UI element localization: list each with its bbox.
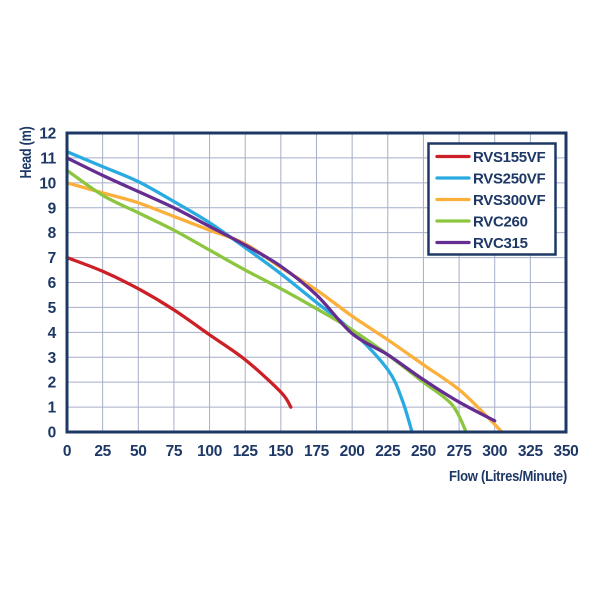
legend-item-RVC260: RVC260 — [435, 214, 528, 231]
series-curves — [65, 150, 504, 434]
y-tick-label: 12 — [39, 126, 56, 143]
y-tick-label: 5 — [48, 300, 57, 317]
series-line-RVS250VF — [65, 150, 414, 434]
legend-item-RVS155VF: RVS155VF — [435, 149, 546, 166]
x-tick-label: 0 — [63, 443, 71, 460]
y-tick-label: 7 — [48, 250, 56, 267]
legend: RVS155VF RVS250VF RVS300VF RVC260 RVC315 — [427, 142, 557, 256]
x-tick-label: 150 — [268, 443, 293, 460]
x-tick-label: 175 — [304, 443, 330, 460]
x-tick-labels: 0 25 50 75 100 125 150 175 200 225 250 275 300 325 350 — [63, 443, 579, 460]
legend-item-RVS250VF: RVS250VF — [435, 171, 546, 188]
x-tick-label: 200 — [340, 443, 365, 460]
series-line-RVC315 — [65, 156, 497, 423]
x-tick-label: 75 — [166, 443, 183, 460]
y-tick-label: 9 — [48, 200, 57, 217]
y-tick-label: 6 — [48, 275, 57, 292]
legend-item-RVC315: RVC315 — [435, 235, 528, 252]
x-tick-label: 250 — [411, 443, 436, 460]
series-line-RVC260 — [65, 168, 468, 434]
x-tick-label: 275 — [447, 443, 473, 460]
y-tick-label: 2 — [48, 375, 56, 392]
x-tick-label: 50 — [130, 443, 147, 460]
legend-label: RVS155VF — [473, 149, 546, 166]
legend-label: RVC260 — [473, 214, 528, 231]
x-tick-label: 300 — [482, 443, 507, 460]
x-tick-label: 350 — [554, 443, 579, 460]
y-tick-label: 0 — [48, 425, 56, 442]
legend-item-RVS300VF: RVS300VF — [435, 192, 546, 209]
plot-frame — [65, 131, 568, 434]
legend-label: RVS250VF — [473, 171, 546, 188]
y-tick-label: 4 — [48, 325, 57, 342]
legend-label: RVC315 — [473, 235, 528, 252]
x-tick-label: 25 — [94, 443, 111, 460]
y-tick-label: 8 — [48, 225, 57, 242]
y-tick-label: 3 — [48, 350, 57, 367]
x-tick-label: 125 — [233, 443, 259, 460]
series-line-RVS155VF — [65, 255, 293, 409]
legend-label: RVS300VF — [473, 192, 546, 209]
x-axis-title: Flow (Litres/Minute) — [449, 468, 567, 485]
y-tick-label: 1 — [48, 400, 57, 417]
y-axis-title: Head (m) — [18, 126, 35, 178]
y-tick-label: 10 — [39, 175, 56, 192]
y-tick-label: 11 — [40, 150, 56, 167]
x-tick-label: 325 — [518, 443, 544, 460]
x-tick-label: 100 — [197, 443, 222, 460]
x-tick-label: 225 — [375, 443, 401, 460]
